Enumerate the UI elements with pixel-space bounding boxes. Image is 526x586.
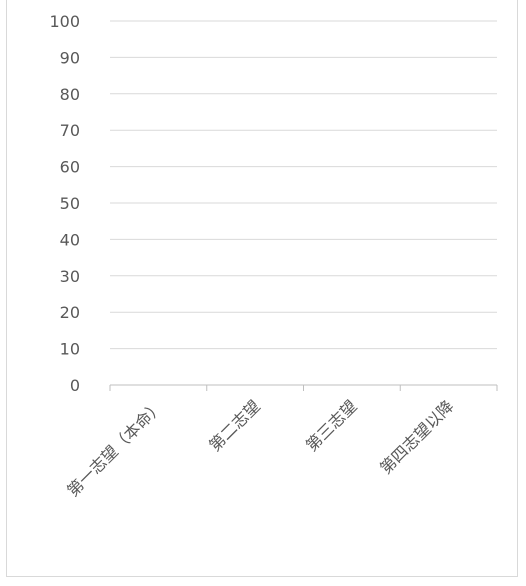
y-tick-label: 100 [49,12,80,31]
x-category-label: 第四志望以降 [376,396,457,477]
y-tick-label: 50 [60,194,80,213]
y-tick-label: 60 [60,158,80,177]
chart-area [6,0,518,577]
y-tick-label: 70 [60,121,80,140]
y-tick-label: 20 [60,303,80,322]
y-tick-label: 90 [60,48,80,67]
x-category-label: 第二志望 [205,396,264,455]
x-category-label: 第三志望 [302,396,361,455]
y-tick-label: 30 [60,267,80,286]
y-tick-label: 10 [60,340,80,359]
y-tick-label: 40 [60,230,80,249]
x-category-label: 第一志望（本命） [63,396,167,500]
y-tick-label: 80 [60,85,80,104]
y-tick-label: 0 [70,376,80,395]
